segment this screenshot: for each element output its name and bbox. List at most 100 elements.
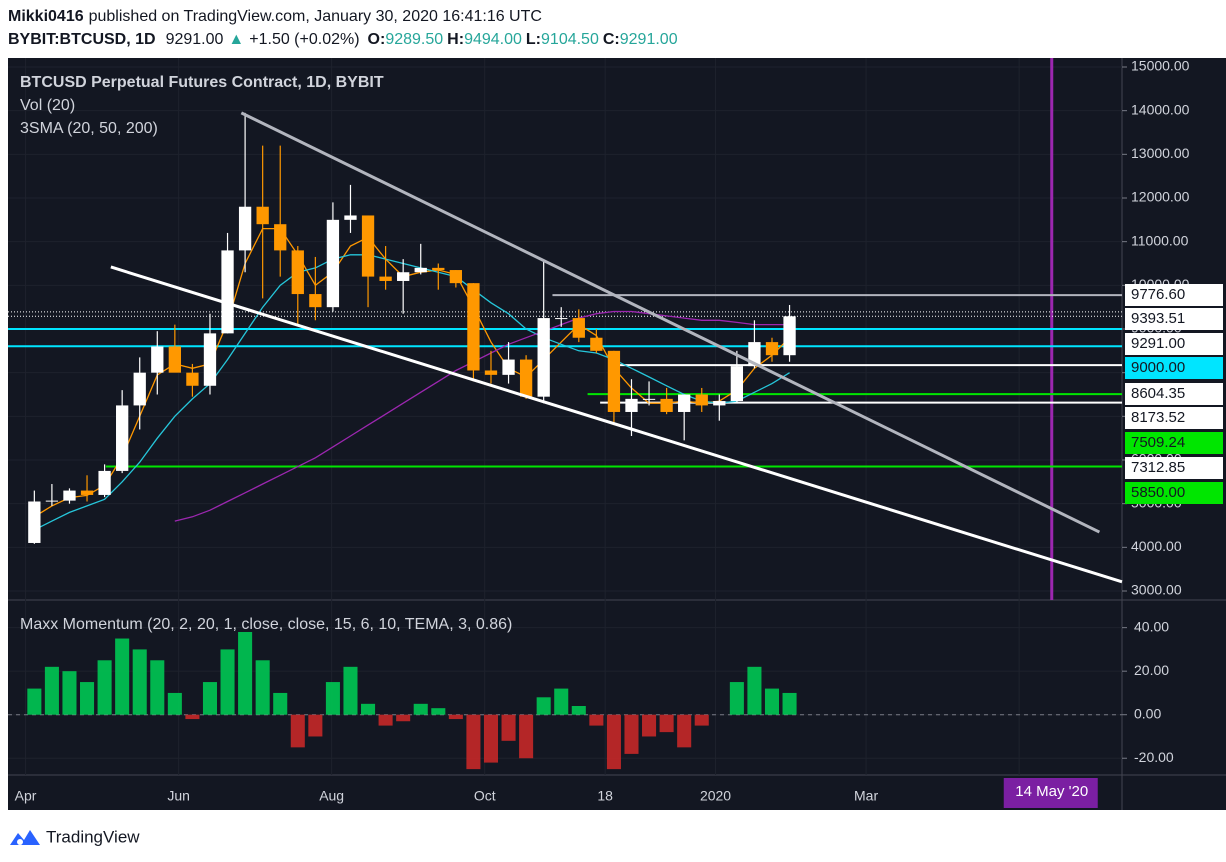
momentum-bar (659, 714, 674, 733)
momentum-bar (202, 682, 218, 715)
high-label: H: (447, 31, 464, 48)
x-tick-label: 18 (597, 788, 613, 804)
change: +1.50 (+0.02%) (249, 31, 359, 48)
candle-body (309, 294, 322, 308)
moving-average (174, 310, 790, 522)
candle-body (432, 267, 445, 271)
momentum-title: Maxx Momentum (20, 2, 20, 1, close, clos… (20, 616, 512, 633)
candle-body (414, 267, 427, 273)
momentum-bar (694, 714, 709, 726)
candle-body (783, 316, 796, 356)
momentum-bar (571, 706, 586, 715)
momentum-bar (606, 714, 621, 770)
candle-body (397, 272, 410, 281)
momentum-bar (185, 714, 200, 720)
candle-body (748, 342, 761, 367)
momentum-bar (308, 714, 323, 737)
momentum-bar (97, 660, 112, 715)
plot: AprJunAugOct182020MarMay3000.004000.0050… (8, 58, 1223, 808)
candle-body (660, 398, 673, 412)
low-label: L: (526, 31, 541, 48)
candle-body (625, 398, 638, 412)
candle-body (379, 276, 392, 281)
candle-body (695, 394, 708, 406)
momentum-bar (132, 649, 147, 715)
last-price: 9291.00 (166, 31, 224, 48)
candle-body (238, 206, 252, 251)
open: 9289.50 (385, 31, 443, 48)
candle-body (502, 359, 515, 375)
y-tick-label: 4000.00 (1131, 538, 1182, 554)
momentum-bar (361, 703, 376, 715)
candle-body (361, 215, 375, 277)
price-label: 9393.51 (1131, 310, 1185, 327)
y-tick-label: 20.00 (1134, 662, 1169, 678)
momentum-bar (378, 714, 393, 726)
momentum-bar (44, 666, 59, 715)
x-tick-label: Apr (15, 788, 37, 804)
candle-body (537, 318, 550, 397)
momentum-bar (747, 666, 762, 715)
candle-body (590, 337, 603, 351)
momentum-bar (448, 714, 463, 720)
y-tick-label: -20.00 (1134, 749, 1174, 765)
price-label-box (1125, 432, 1223, 454)
moving-average (34, 254, 790, 531)
y-tick-label: 0.00 (1134, 705, 1161, 721)
momentum-bar (343, 666, 358, 715)
momentum-bar (589, 714, 604, 726)
x-tick-label: Aug (319, 788, 344, 804)
price-label-box (1125, 284, 1223, 306)
high: 9494.00 (464, 31, 522, 48)
price-label: 7312.85 (1131, 459, 1185, 476)
candle-body (256, 206, 269, 225)
quote-line: BYBIT:BTCUSD, 1D 9291.00 ▲ +1.50 (+0.02%) O:… (8, 31, 678, 48)
momentum-bar (519, 714, 534, 759)
y-tick-label: 12000.00 (1131, 189, 1190, 205)
candle-body (63, 490, 76, 501)
momentum-bar (501, 714, 516, 741)
trendline (110, 265, 1123, 584)
candle-body (326, 219, 340, 308)
price-label-box (1125, 333, 1223, 355)
price-label: 7509.24 (1131, 434, 1185, 451)
close-label: C: (603, 31, 620, 48)
momentum-bar (764, 688, 780, 715)
publisher: Mikki0416 (8, 8, 84, 25)
momentum-bar (167, 692, 182, 715)
publish-line: Mikki0416 published on TradingView.com, J… (8, 8, 542, 25)
candle-body (449, 270, 463, 284)
y-tick-label: 3000.00 (1131, 582, 1182, 598)
momentum-bar (220, 649, 235, 715)
momentum-bar (431, 708, 446, 715)
candle-body (80, 490, 94, 495)
momentum-bar (273, 692, 288, 715)
date-marker-box (1003, 778, 1098, 808)
momentum-bar (782, 692, 797, 715)
y-tick-label: 13000.00 (1131, 145, 1190, 161)
candle-body (133, 372, 146, 406)
momentum-bar (729, 682, 744, 715)
candle-body (151, 346, 164, 373)
chart-background (8, 58, 1226, 810)
momentum-bar (255, 660, 270, 715)
candle-body (467, 283, 480, 371)
price-label-box (1125, 357, 1223, 379)
x-tick-label: Jun (167, 788, 190, 804)
candle-body (203, 333, 217, 386)
candle-body (572, 318, 585, 338)
momentum-bar (554, 688, 569, 715)
candle-body (713, 401, 726, 406)
candle-body (168, 346, 181, 373)
y-tick-label: 15000.00 (1131, 58, 1190, 74)
y-tick-label: 40.00 (1134, 618, 1169, 634)
date-marker-label: 14 May '20 (1015, 783, 1088, 800)
x-tick-label: Mar (854, 788, 878, 804)
momentum-bar (466, 714, 481, 770)
x-tick-label: Oct (474, 788, 496, 804)
momentum-bar (624, 714, 639, 754)
published: published on TradingView.com, January 30… (89, 8, 542, 25)
price-label: 9776.60 (1131, 286, 1185, 303)
